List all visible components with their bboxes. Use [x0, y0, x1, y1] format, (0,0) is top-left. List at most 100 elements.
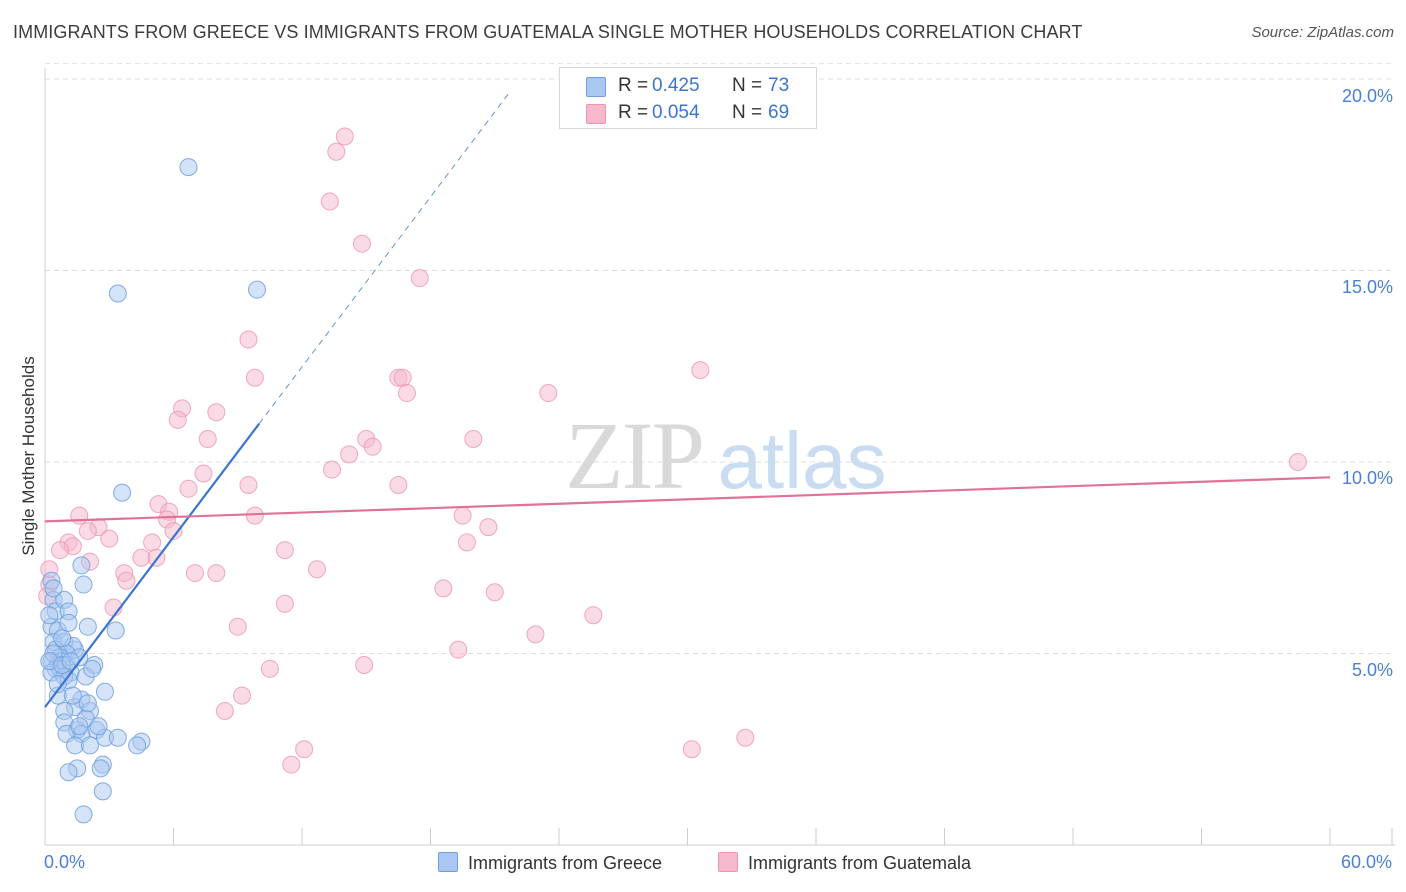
greece-point [48, 675, 67, 694]
guatemala-point [449, 640, 468, 659]
legend-item-guatemala: Immigrants from Guatemala [718, 852, 971, 874]
greece-point [113, 483, 132, 502]
guatemala-point [117, 571, 136, 590]
guatemala-point [207, 564, 226, 583]
greece-point [78, 617, 97, 636]
guatemala-point [335, 127, 354, 146]
greece-trend-extension [258, 91, 511, 425]
guatemala-n-label: N = [732, 102, 763, 123]
greece-swatch [586, 77, 606, 97]
guatemala-point [78, 521, 97, 540]
greece-point [59, 613, 78, 632]
greece-r-value: 0.425 [652, 75, 700, 96]
stats-row-greece: R = 0.425 N = 73 [560, 72, 816, 100]
y-tick-20: 20.0% [1341, 86, 1393, 106]
source-label: Source: ZipAtlas.com [1251, 24, 1394, 41]
greece-trend-line [44, 423, 261, 708]
greece-point [93, 782, 112, 801]
guatemala-swatch [586, 104, 606, 124]
guatemala-point [363, 437, 382, 456]
guatemala-point [245, 506, 264, 525]
guatemala-point [185, 564, 204, 583]
guatemala-point [215, 701, 234, 720]
guatemala-point [198, 430, 217, 449]
guatemala-point [164, 521, 183, 540]
x-tick-right: 60.0% [1340, 852, 1392, 872]
watermark-zip: ZIP [565, 402, 703, 509]
trend-lines [44, 91, 1331, 708]
guatemala-point [260, 659, 279, 678]
y-axis-label: Single Mother Households [19, 356, 38, 556]
guatemala-r-label: R = [618, 102, 649, 123]
greece-point [91, 759, 110, 778]
guatemala-point [464, 430, 483, 449]
greece-n-value: 73 [768, 75, 790, 96]
guatemala-point [691, 361, 710, 380]
greece-point [74, 575, 93, 594]
y-tick-15: 15.0% [1341, 277, 1393, 297]
guatemala-n-value: 69 [768, 102, 790, 123]
guatemala-point [485, 583, 504, 602]
greece-points [40, 158, 267, 824]
guatemala-point [410, 269, 429, 288]
greece-point [53, 629, 72, 648]
guatemala-r-value: 0.054 [652, 102, 700, 123]
guatemala-point [245, 368, 264, 387]
greece-point [44, 579, 63, 598]
guatemala-point [479, 518, 498, 537]
guatemala-point [352, 234, 371, 253]
greece-point [40, 606, 59, 625]
greece-point [179, 158, 198, 177]
guatemala-point [584, 606, 603, 625]
greece-point [128, 736, 147, 755]
guatemala-point [239, 475, 258, 494]
guatemala-point [179, 479, 198, 498]
watermark-atlas: atlas [718, 416, 887, 505]
guatemala-point [526, 625, 545, 644]
legend-guatemala-swatch [718, 852, 738, 872]
legend-guatemala-label: Immigrants from Guatemala [748, 853, 972, 873]
greece-point [89, 717, 108, 736]
greece-point [63, 686, 82, 705]
guatemala-point [100, 529, 119, 548]
guatemala-point [1288, 453, 1307, 471]
greece-point [80, 736, 99, 755]
greece-r-label: R = [618, 75, 649, 96]
guatemala-point [207, 403, 226, 422]
greece-point [59, 763, 78, 782]
guatemala-point [322, 460, 341, 479]
guatemala-point [397, 384, 416, 403]
greece-point [74, 805, 93, 824]
greece-point [108, 728, 127, 747]
legend-item-greece: Immigrants from Greece [438, 852, 662, 874]
greece-point [65, 736, 84, 755]
guatemala-point [307, 560, 326, 579]
legend-greece-swatch [438, 852, 458, 872]
guatemala-point [50, 541, 69, 560]
chart-title: IMMIGRANTS FROM GREECE VS IMMIGRANTS FRO… [13, 22, 1083, 42]
guatemala-point [393, 368, 412, 387]
guatemala-point [168, 410, 187, 429]
greece-n-label: N = [732, 75, 763, 96]
guatemala-point [70, 506, 89, 525]
guatemala-point [389, 475, 408, 494]
guatemala-points [38, 127, 1307, 774]
axes [44, 68, 1395, 846]
guatemala-point [275, 594, 294, 613]
y-tick-10: 10.0% [1341, 468, 1393, 488]
watermark: ZIP atlas [565, 402, 886, 509]
greece-point [108, 284, 127, 303]
guatemala-point [239, 330, 258, 349]
greece-point [248, 280, 267, 299]
greece-point [106, 621, 125, 640]
guatemala-point [327, 142, 346, 161]
greece-point [95, 682, 114, 701]
guatemala-point [233, 686, 252, 705]
guatemala-point [682, 740, 701, 759]
guatemala-point [736, 728, 755, 747]
greece-point [72, 556, 91, 575]
guatemala-trend-line [44, 476, 1331, 523]
guatemala-point [282, 755, 301, 774]
guatemala-point [132, 548, 151, 567]
